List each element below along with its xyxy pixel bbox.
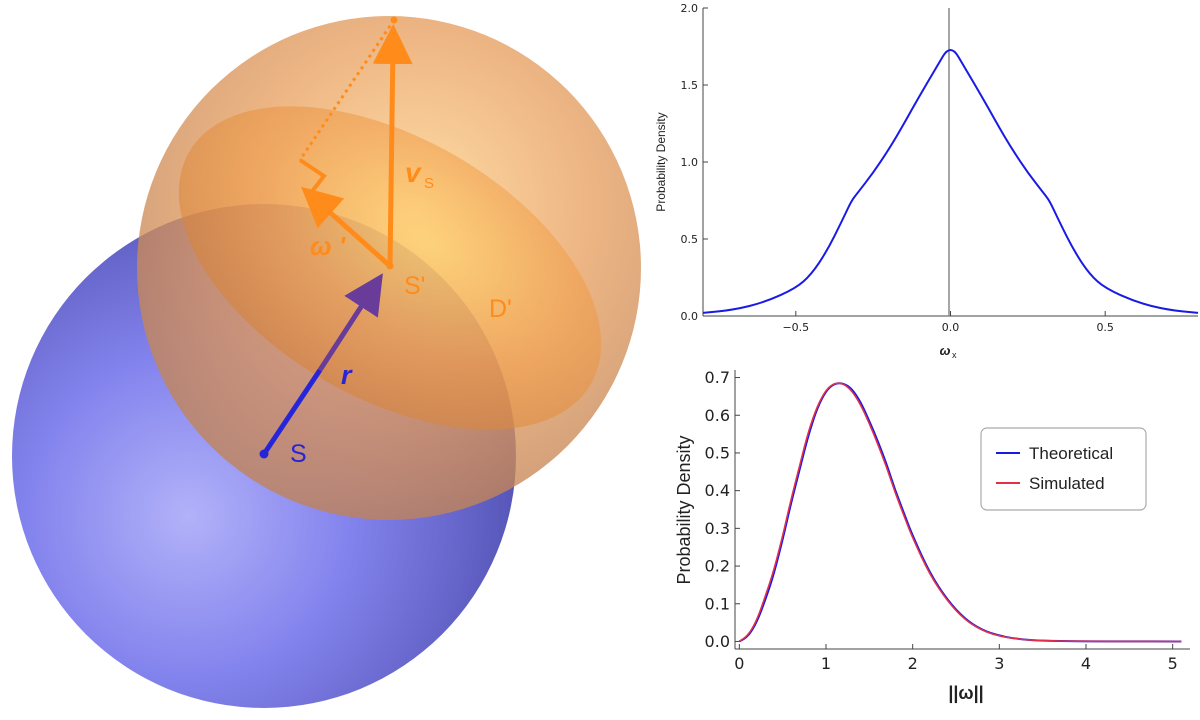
legend-label-theoretical: Theoretical (1029, 444, 1113, 463)
chart2-x-axis-label: ||ω|| (948, 683, 983, 703)
chart2-theoretical-line (738, 382, 1182, 643)
chart-omega-norm: 0 1 2 3 4 5 0.0 0.1 0.2 0.3 0.4 0.5 0.6 0.7 Probabili… (674, 368, 1190, 703)
chart2-xtick-label: 1 (821, 654, 831, 673)
chart2-xtick-label: 5 (1168, 654, 1178, 673)
chart2-simulated-line (738, 382, 1182, 643)
label-s: S (290, 440, 307, 468)
r-arrow-lower (261, 368, 323, 456)
chart2-legend: Theoretical Simulated (980, 427, 1147, 511)
chart1-ytick-label: 1.0 (681, 156, 699, 169)
label-r: r (341, 360, 353, 390)
chart2-ytick-label: 0.2 (705, 557, 730, 576)
chart1-y-axis-label: Probability Density (654, 112, 668, 211)
chart2-xtick-label: 4 (1081, 654, 1091, 673)
point-s (259, 449, 269, 459)
chart2-ytick-label: 0.3 (705, 519, 730, 538)
legend-box (980, 427, 1147, 511)
chart2-ytick-label: 0.4 (705, 481, 730, 500)
chart1-x-axis-label: ω (940, 343, 951, 358)
label-d-prime: D' (489, 295, 512, 323)
chart2-xtick-label: 3 (994, 654, 1004, 673)
chart2-ytick-label: 0.7 (705, 368, 730, 387)
v-s-tip-dot (390, 16, 398, 24)
chart2-ytick-label: 0.6 (705, 406, 730, 425)
chart1-xtick-label: 0.5 (1096, 321, 1114, 334)
chart2-ytick-label: 0.0 (705, 632, 730, 651)
r-arrow-upper (317, 273, 383, 372)
chart2-xtick-label: 2 (908, 654, 918, 673)
label-v-s: v (405, 157, 422, 188)
chart1-ytick-label: 2.0 (681, 2, 699, 15)
chart1-density-line (702, 48, 1199, 314)
chart1-x-axis-label-sub: x (952, 350, 957, 360)
label-v-s-subscript: S (424, 175, 434, 192)
sphere-diagram: v S ω ' S' D' r S (12, 16, 641, 708)
chart-omega-x: −0.5 0.0 0.5 0.0 0.5 1.0 1.5 2.0 Probability De… (654, 2, 1199, 360)
label-omega-prime: ω ' (310, 231, 346, 261)
chart2-ytick-label: 0.5 (705, 444, 730, 463)
chart2-xtick-label: 0 (734, 654, 744, 673)
chart1-xtick-label: −0.5 (782, 321, 809, 334)
chart1-xtick-label: 0.0 (942, 321, 960, 334)
v-s-arrow (372, 24, 413, 267)
chart1-ytick-label: 0.0 (681, 310, 699, 323)
chart2-ytick-label: 0.1 (705, 594, 730, 613)
omega-prime-arrow (301, 186, 392, 268)
chart2-y-axis-label: Probability Density (674, 435, 694, 584)
point-s-prime (386, 262, 394, 270)
label-s-prime: S' (404, 272, 425, 300)
chart1-ytick-label: 1.5 (681, 79, 699, 92)
chart1-ytick-label: 0.5 (681, 233, 699, 246)
legend-label-simulated: Simulated (1029, 474, 1105, 493)
